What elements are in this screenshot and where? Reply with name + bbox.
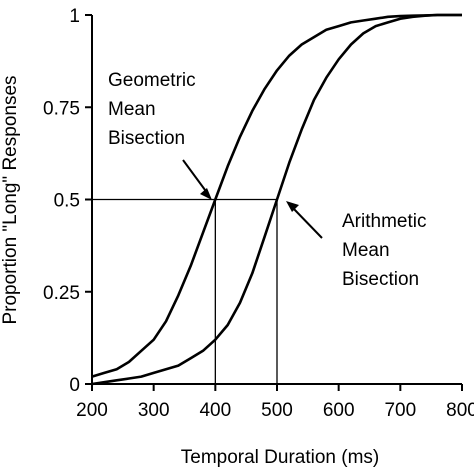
x-tick-label: 500 bbox=[261, 400, 293, 421]
y-tick-label: 0 bbox=[69, 375, 80, 396]
x-tick-label: 300 bbox=[138, 400, 170, 421]
arrowhead-geometric bbox=[200, 188, 212, 200]
annotation-arithmetic-line-2: Mean bbox=[342, 240, 390, 261]
x-tick-label: 700 bbox=[384, 400, 416, 421]
annotation-arithmetic-line-3: Bisection bbox=[342, 269, 419, 290]
x-tick-label: 200 bbox=[76, 400, 108, 421]
x-axis-title: Temporal Duration (ms) bbox=[181, 447, 380, 468]
annotation-arithmetic-line-1: Arithmetic bbox=[342, 211, 426, 232]
y-tick-label: 0.5 bbox=[54, 191, 80, 212]
x-tick-label: 400 bbox=[199, 400, 231, 421]
arrowhead-arithmetic bbox=[286, 201, 299, 212]
series-curve-2 bbox=[91, 13, 462, 386]
x-tick-label: 800 bbox=[446, 400, 474, 421]
annotation-geometric-line-3: Bisection bbox=[108, 128, 185, 149]
x-tick-label: 600 bbox=[323, 400, 355, 421]
annotation-arithmetic-mean-bisection: Arithmetic Mean Bisection bbox=[342, 211, 426, 290]
annotation-geometric-mean-bisection: Geometric Mean Bisection bbox=[108, 70, 196, 149]
y-axis-title: Proportion "Long" Responses bbox=[0, 75, 21, 324]
y-tick-label: 1 bbox=[69, 6, 80, 27]
annotation-geometric-line-1: Geometric bbox=[108, 70, 196, 91]
plot-area bbox=[91, 13, 462, 386]
arrow-geometric bbox=[182, 159, 209, 195]
annotation-geometric-line-2: Mean bbox=[108, 99, 156, 120]
y-tick-label: 0.25 bbox=[43, 283, 80, 304]
arrow-arithmetic bbox=[291, 206, 323, 239]
y-tick-label: 0.75 bbox=[43, 98, 80, 119]
series-curve-1 bbox=[91, 13, 462, 378]
axes: 200 300 400 500 600 700 800 0 0.25 0.5 0.75 1 bbox=[43, 6, 474, 421]
